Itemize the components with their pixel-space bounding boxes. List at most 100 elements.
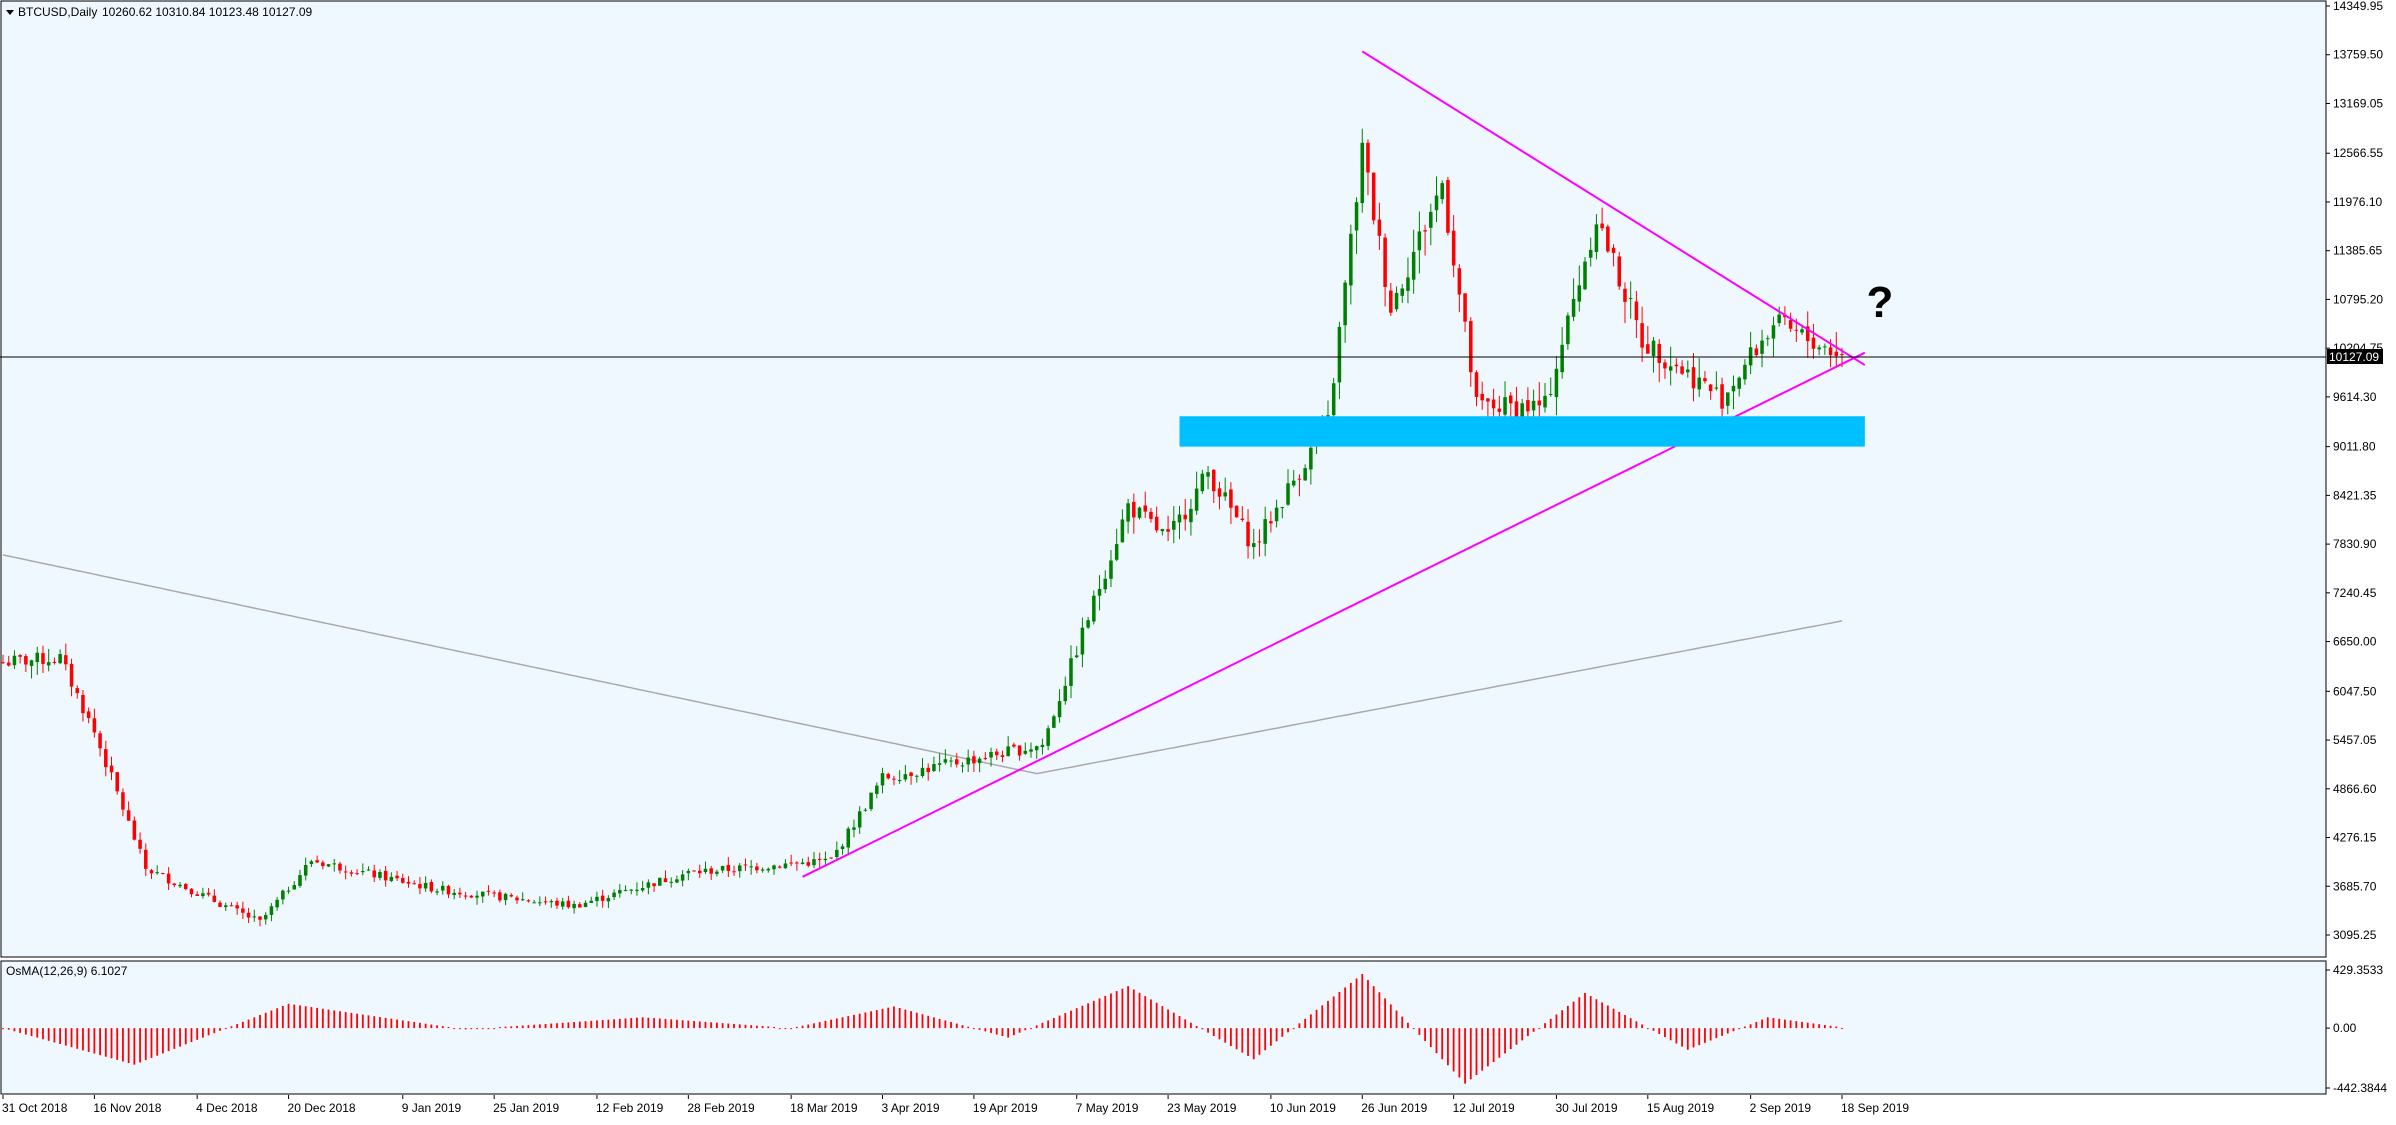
candle-body [258,916,262,920]
candle-body [1811,337,1816,349]
candle-body [1560,344,1564,373]
candle-body [372,870,376,878]
candle-body [1080,627,1085,655]
candle-body [269,906,274,915]
candle-body [41,653,45,664]
candle-body [1366,142,1370,173]
candle-body [1177,514,1182,523]
candle-body [1686,369,1690,373]
osma-pane[interactable] [0,960,2327,1095]
candle-body [1823,346,1827,348]
price-tick-label: 8421.35 [2333,488,2377,502]
candle-body [555,900,559,906]
dropdown-triangle-icon[interactable] [6,10,14,15]
candle-body [1132,501,1136,518]
time-tick-label: 4 Dec 2018 [196,1101,258,1115]
candle-body [1429,211,1433,228]
candle-body [1126,503,1130,522]
time-tick-label: 20 Dec 2018 [288,1101,356,1115]
candle-body [1497,408,1502,412]
candle-body [292,885,297,890]
time-axis[interactable]: 31 Oct 2018 16 Nov 2018 4 Dec 2018 20 Dec 2… [2,1095,1909,1115]
candle-body [1543,395,1547,408]
candle-body [1691,367,1696,389]
candle-body [1263,519,1267,544]
price-tick-label: 7240.45 [2333,586,2377,600]
time-tick-label: 19 Apr 2019 [973,1101,1038,1115]
candle-body [1154,516,1159,531]
osma-tick-label: 429.3533 [2333,963,2383,977]
candle-body [1109,560,1113,579]
candle-body [863,809,868,811]
candle-body [1628,298,1633,300]
price-axis[interactable]: 14349.95 13759.50 13169.05 12566.55 11976.10… [2326,0,2383,942]
candle-body [1092,595,1096,622]
symbol-label: BTCUSD,Daily [18,5,97,19]
candle-body [503,893,508,901]
candle-body [1389,290,1393,313]
candle-body [1057,701,1062,718]
price-tick-label: 6047.50 [2333,684,2377,698]
candle-body [1737,377,1741,389]
candle-body [1583,261,1587,290]
candle-body [966,757,970,765]
candle-body [1120,519,1125,543]
time-tick-label: 23 May 2019 [1167,1101,1237,1115]
candle-body [1349,233,1353,286]
candle-body [286,890,291,892]
candle-body [1634,301,1639,321]
candle-body [18,655,22,657]
candle-body [915,775,919,777]
candle-body [623,890,628,892]
candle-body [1052,716,1056,728]
candle-body [81,694,85,714]
candle-body [652,883,656,887]
osma-histogram-layer [2,973,1843,1084]
candle-body [1474,372,1479,397]
candle-body [520,899,525,901]
candle-body [646,882,651,888]
candle-body [1503,397,1507,415]
overlay-layer [802,50,1866,878]
candle-body [846,828,851,848]
candle-body [1794,329,1799,331]
candle-body [932,764,936,771]
time-tick-label: 7 May 2019 [1076,1101,1139,1115]
candle-body [24,656,28,665]
candle-body [1303,468,1307,481]
candle-body [241,908,245,913]
candle-body [566,900,571,908]
candle-body [1674,364,1679,367]
candle-body [1623,288,1627,302]
candle-body [1531,400,1536,411]
candle-body [1206,472,1210,477]
candle-body [949,760,953,762]
candle-body [777,866,782,868]
candle-body [1274,507,1279,522]
candle-body [737,865,742,872]
candle-body [275,899,279,908]
price-tick-label: 4866.60 [2333,782,2377,796]
price-tick-label: 3095.25 [2333,928,2377,942]
candle-body [418,884,422,889]
candle-body [680,874,685,881]
candle-body [1017,745,1022,756]
candle-body [1069,658,1073,686]
candle-body [1754,348,1759,356]
candle-body [1526,400,1530,412]
time-tick-label: 12 Feb 2019 [596,1101,664,1115]
candle-body [423,882,428,889]
candle-body [840,846,845,850]
price-pane[interactable] [0,0,2327,958]
osma-label: OsMA(12,26,9) 6.1027 [6,964,128,978]
price-tick-label: 10795.20 [2333,292,2383,306]
candle-body [612,892,616,898]
price-tick-label: 14349.95 [2333,0,2383,13]
candle-body [1240,518,1245,520]
candle-body [1229,489,1233,508]
candle-body [1291,480,1296,486]
candle-body [1251,543,1256,548]
candle-body [1765,338,1770,340]
candle-body [743,864,748,866]
